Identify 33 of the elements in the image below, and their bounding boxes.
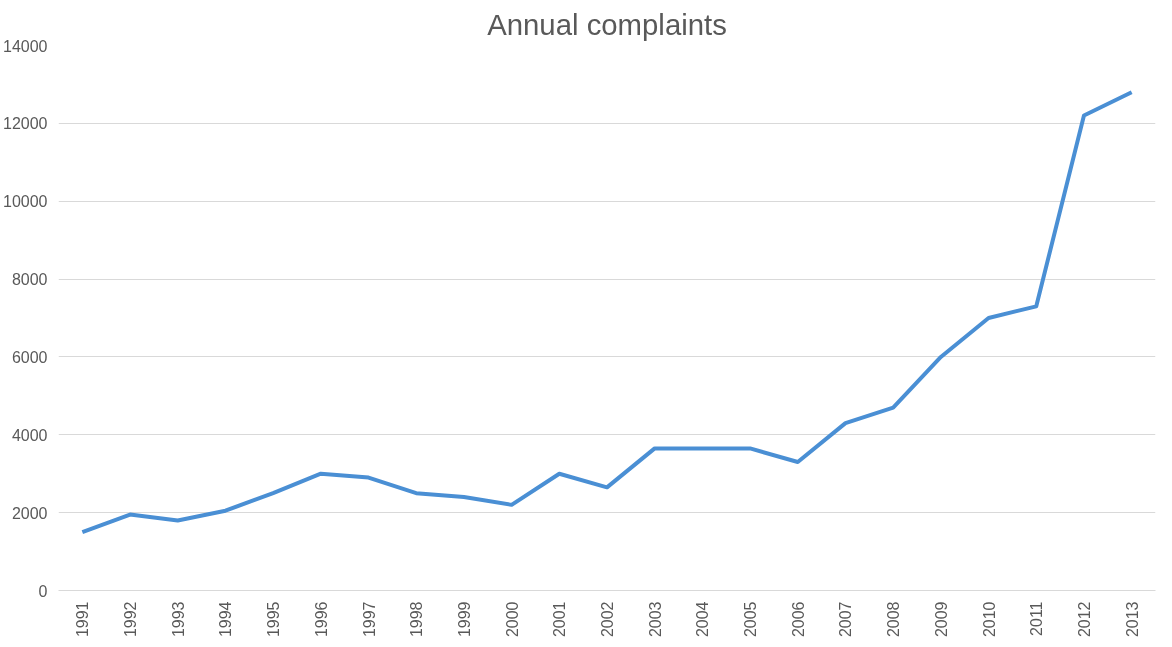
y-tick-label: 14000 [3, 37, 48, 55]
y-tick-label: 12000 [3, 115, 48, 133]
x-tick-label: 2013 [1123, 601, 1141, 638]
y-tick-label: 8000 [11, 271, 48, 289]
x-tick-label: 2008 [885, 601, 903, 638]
x-tick-label: 1995 [265, 601, 283, 638]
x-tick-label: 2011 [1028, 601, 1046, 636]
x-tick-label: 1998 [408, 601, 426, 638]
y-tick-label: 4000 [11, 426, 48, 444]
x-tick-label: 2012 [1075, 601, 1093, 638]
x-tick-label: 2004 [694, 601, 712, 638]
x-tick-label: 1992 [122, 601, 140, 638]
x-tick-label: 1996 [312, 601, 330, 638]
chart-title: Annual complaints [487, 7, 727, 41]
y-tick-label: 10000 [3, 193, 48, 211]
x-tick-label: 2000 [503, 601, 521, 638]
x-tick-label: 2010 [980, 601, 998, 638]
y-tick-label: 0 [38, 582, 48, 600]
x-tick-label: 2009 [932, 601, 950, 638]
x-tick-label: 2001 [551, 601, 569, 638]
x-tick-label: 2006 [789, 601, 807, 638]
x-tick-label: 2007 [837, 601, 855, 638]
x-tick-label: 1991 [74, 601, 92, 638]
x-tick-label: 2005 [742, 601, 760, 638]
x-tick-label: 2003 [646, 601, 664, 638]
y-tick-label: 6000 [11, 348, 48, 366]
y-tick-label: 2000 [11, 504, 48, 522]
x-tick-label: 2002 [599, 601, 616, 638]
x-tick-label: 1999 [455, 601, 473, 638]
x-tick-label: 1993 [169, 601, 187, 638]
line-series [80, 90, 1134, 535]
x-tick-label: 1994 [217, 601, 235, 638]
x-tick-label: 1997 [360, 601, 378, 638]
